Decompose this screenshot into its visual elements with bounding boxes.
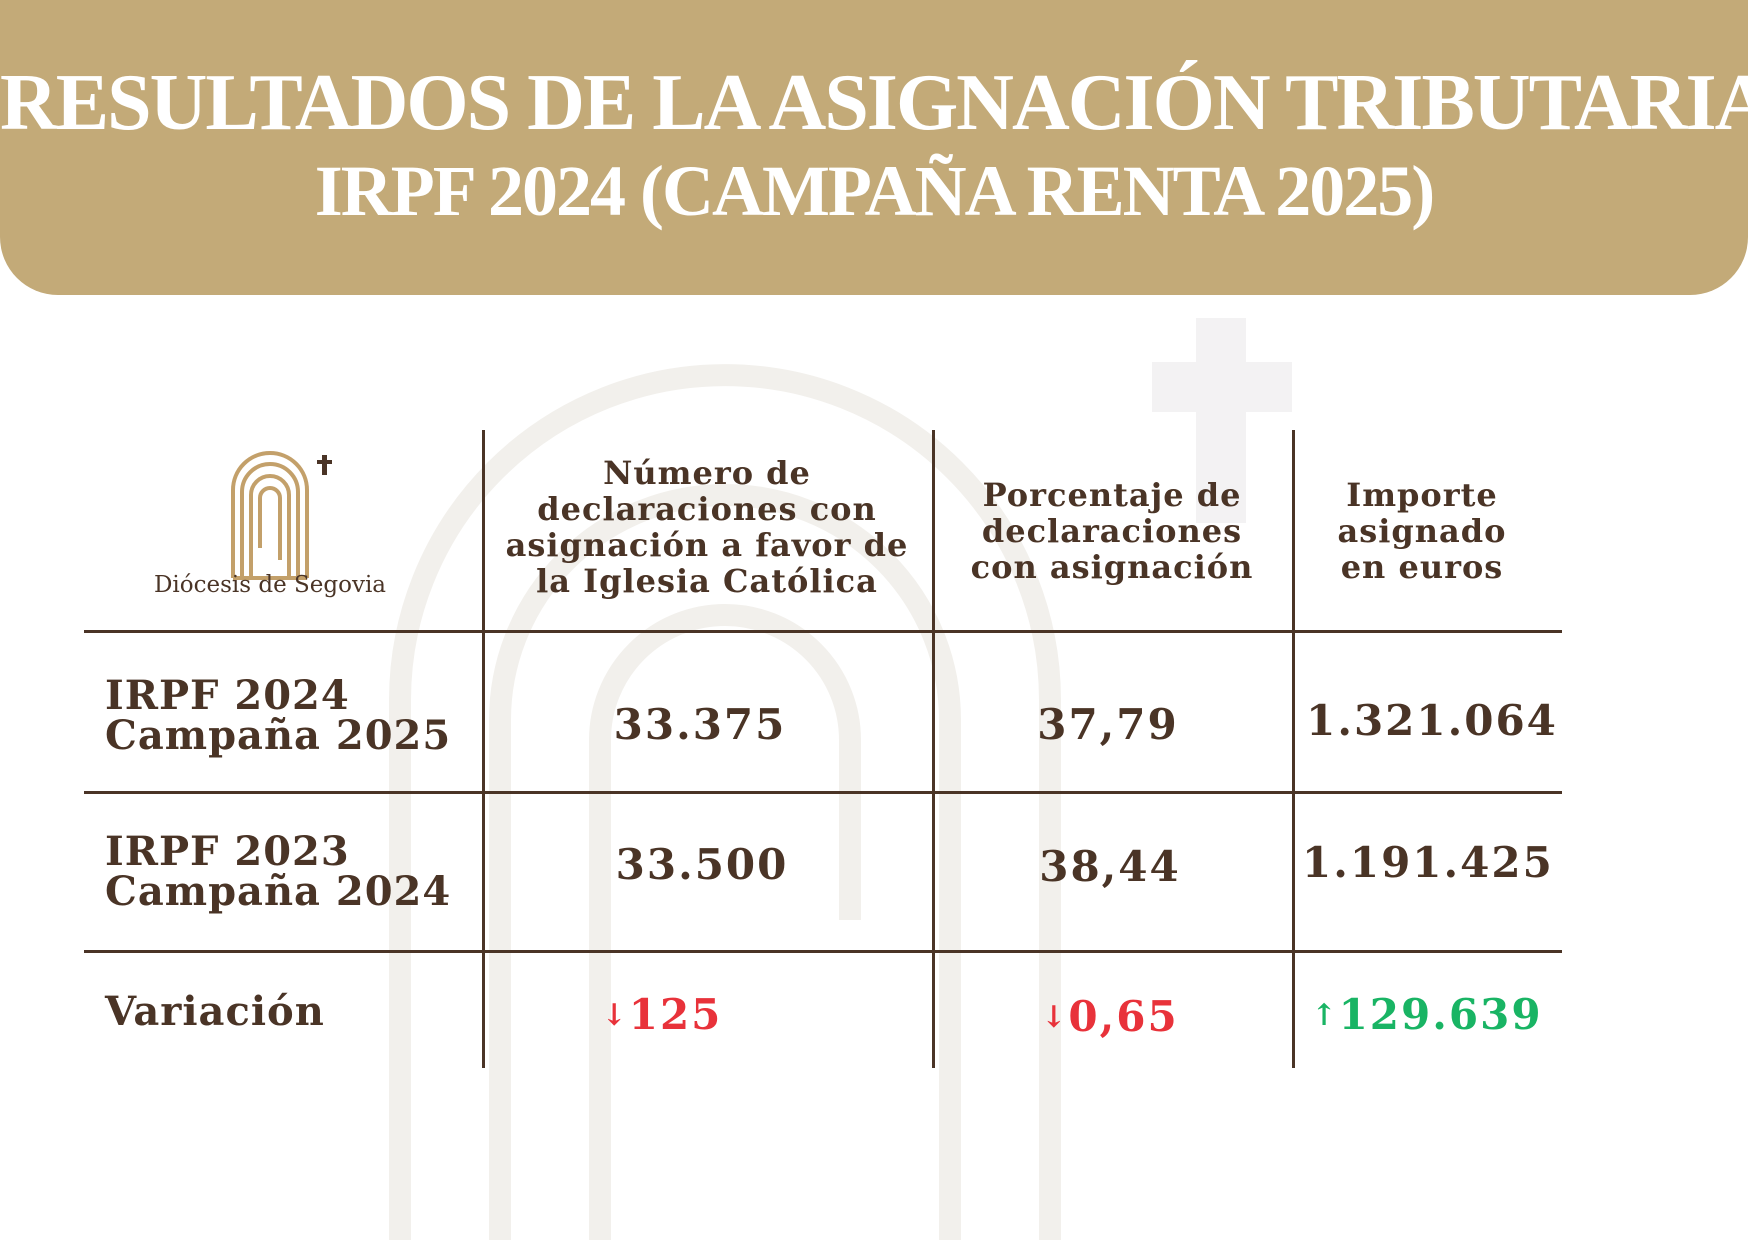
row-divider: [84, 791, 1562, 794]
value-percentage-2024: 37,79: [1037, 700, 1179, 749]
row-label-variation: Variación: [105, 988, 325, 1035]
value-amount-2023: 1.191.425: [1302, 838, 1554, 887]
arrow-up-icon: ↑: [1311, 998, 1337, 1033]
row-label-irpf-2023: IRPF 2023 Campaña 2024: [105, 828, 452, 915]
column-header-amount: Importe asignado en euros: [1337, 476, 1507, 586]
column-divider: [932, 430, 935, 1068]
column-header-percentage: Porcentaje de declaraciones con asignaci…: [970, 476, 1254, 586]
column-divider: [482, 430, 485, 1068]
arrow-down-icon: ↓: [601, 998, 627, 1033]
value-amount-2024: 1.321.064: [1306, 696, 1558, 745]
variation-declarations: ↓125: [601, 990, 723, 1039]
row-label-irpf-2024: IRPF 2024 Campaña 2025: [105, 672, 452, 759]
diocese-logo-icon: [231, 451, 332, 580]
variation-percentage: ↓0,65: [1041, 992, 1179, 1041]
value-declarations-2023: 33.500: [615, 840, 789, 889]
header-banner: [0, 0, 1748, 295]
column-header-declarations: Número de declaraciones con asignación a…: [505, 454, 909, 600]
row-divider: [84, 950, 1562, 953]
row-divider: [84, 630, 1562, 633]
page-title: RESULTADOS DE LA ASIGNACIÓN TRIBUTARIA: [0, 59, 1748, 147]
column-divider: [1292, 430, 1295, 1068]
arrow-down-icon: ↓: [1041, 1000, 1067, 1035]
variation-amount: ↑129.639: [1311, 990, 1543, 1039]
value-declarations-2024: 33.375: [613, 700, 787, 749]
page-subtitle: IRPF 2024 (CAMPAÑA RENTA 2025): [314, 151, 1436, 231]
value-percentage-2023: 38,44: [1039, 842, 1181, 891]
diocese-name: Diócesis de Segovia: [153, 572, 387, 598]
